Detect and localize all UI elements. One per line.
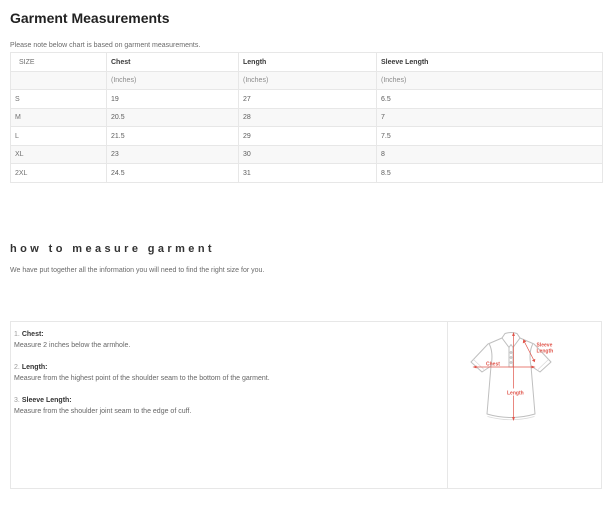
instruction-label: Length: xyxy=(21,363,48,371)
instruction-length: 2. Length: Measure from the highest point… xyxy=(14,363,441,383)
sleeve-cell: 6.5 xyxy=(376,89,603,109)
column-header-sleeve-length: Sleeve Length xyxy=(376,52,603,72)
button-dot xyxy=(509,350,513,354)
length-arrow-bottom xyxy=(512,416,515,421)
length-cell: 30 xyxy=(238,144,377,164)
instruction-chest: 1. Chest: Measure 2 inches below the armh… xyxy=(14,330,441,350)
sleeve-cell: 8.5 xyxy=(376,163,603,183)
chart-note: Please note below chart is based on garm… xyxy=(10,42,201,49)
units-cell: (Inches) xyxy=(376,70,603,90)
table-row-2xl: 2XL 24.5 31 8.5 xyxy=(10,163,603,183)
chest-arrow-right xyxy=(531,365,536,368)
column-header-size: SIZE xyxy=(10,52,107,72)
instruction-number: 2. xyxy=(14,363,20,371)
left-cuff-line xyxy=(473,358,485,370)
chest-cell: 19 xyxy=(106,89,239,109)
left-sleeve-seam xyxy=(489,343,493,366)
chest-label: Chest xyxy=(486,361,500,367)
size-cell: S xyxy=(10,89,107,109)
length-cell: 29 xyxy=(238,126,377,146)
length-label-backdrop xyxy=(506,388,523,395)
units-cell: (Inches) xyxy=(238,70,377,90)
instructions-panel: 1. Chest: Measure 2 inches below the armh… xyxy=(11,321,448,488)
measure-instructions-box: 1. Chest: Measure 2 inches below the armh… xyxy=(10,320,602,489)
chest-cell: 24.5 xyxy=(106,163,239,183)
sleeve-length-label-line2: Length xyxy=(537,348,554,354)
units-row: (Inches) (Inches) (Inches) xyxy=(10,70,603,90)
section-title: how to measure garment xyxy=(10,242,215,255)
instruction-title: 3. Sleeve Length: xyxy=(14,396,441,405)
size-cell: M xyxy=(10,107,107,127)
table-row-l: L 21.5 29 7.5 xyxy=(10,126,603,146)
chest-cell: 21.5 xyxy=(106,126,239,146)
sleeve-cell: 7.5 xyxy=(376,126,603,146)
button-dot xyxy=(509,360,513,364)
chest-cell: 20.5 xyxy=(106,107,239,127)
garment-diagram-panel: Chest Length Sleeve Length xyxy=(448,322,601,488)
sleeve-cell: 8 xyxy=(376,144,603,164)
size-cell: 2XL xyxy=(10,163,107,183)
table-row-xl: XL 23 30 8 xyxy=(10,144,603,164)
sleeve-cell: 7 xyxy=(376,107,603,127)
right-sleeve-seam xyxy=(529,343,533,366)
instruction-text: Measure 2 inches below the armhole. xyxy=(14,341,131,349)
length-arrow-top xyxy=(512,331,515,336)
shirt-collar xyxy=(501,331,521,348)
units-cell: (Inches) xyxy=(106,70,239,90)
chest-cell: 23 xyxy=(106,144,239,164)
size-cell: XL xyxy=(10,144,107,164)
hem-inner-line xyxy=(487,415,535,420)
table-row-s: S 19 27 6.5 xyxy=(10,89,603,109)
section-note: We have put together all the information… xyxy=(10,266,265,274)
sleeve-measure-line xyxy=(524,341,534,360)
length-cell: 27 xyxy=(238,89,377,109)
instruction-text: Measure from the shoulder joint seam to … xyxy=(14,407,192,415)
column-header-chest: Chest xyxy=(106,52,239,72)
size-chart-header-row: SIZE Chest Length Sleeve Length xyxy=(10,52,603,72)
page-title: Garment Measurements xyxy=(10,10,170,26)
instruction-label: Chest: xyxy=(21,330,44,338)
measurement-labels: Chest Length Sleeve Length xyxy=(486,342,553,396)
size-cell: L xyxy=(10,126,107,146)
polo-shirt-diagram: Chest Length Sleeve Length xyxy=(470,331,553,421)
instruction-text: Measure from the highest point of the sh… xyxy=(14,374,270,382)
length-cell: 28 xyxy=(238,107,377,127)
chest-arrow-left xyxy=(472,365,477,368)
shirt-detail-lines xyxy=(473,358,549,420)
length-cell: 31 xyxy=(238,163,377,183)
instruction-label: Sleeve Length: xyxy=(21,396,72,404)
length-label: Length xyxy=(507,390,524,396)
right-cuff-line xyxy=(537,358,549,370)
instruction-number: 1. xyxy=(14,330,20,338)
measurement-lines xyxy=(472,331,536,421)
table-row-m: M 20.5 28 7 xyxy=(10,107,603,127)
size-chart-table: SIZE Chest Length Sleeve Length (Inches)… xyxy=(10,52,603,183)
sleeve-length-label-line1: Sleeve xyxy=(537,342,553,348)
sleeve-arrow-top xyxy=(522,338,527,343)
instruction-title: 1. Chest: xyxy=(14,330,441,339)
instruction-sleeve-length: 3. Sleeve Length: Measure from the should… xyxy=(14,396,441,416)
button-dot xyxy=(509,355,513,359)
instruction-title: 2. Length: xyxy=(14,363,441,372)
garment-measurements-page: Garment Measurements Please note below c… xyxy=(10,10,603,489)
column-header-length: Length xyxy=(238,52,377,72)
sleeve-arrow-bottom xyxy=(531,358,536,362)
units-cell xyxy=(10,70,107,90)
instruction-number: 3. xyxy=(14,396,20,404)
